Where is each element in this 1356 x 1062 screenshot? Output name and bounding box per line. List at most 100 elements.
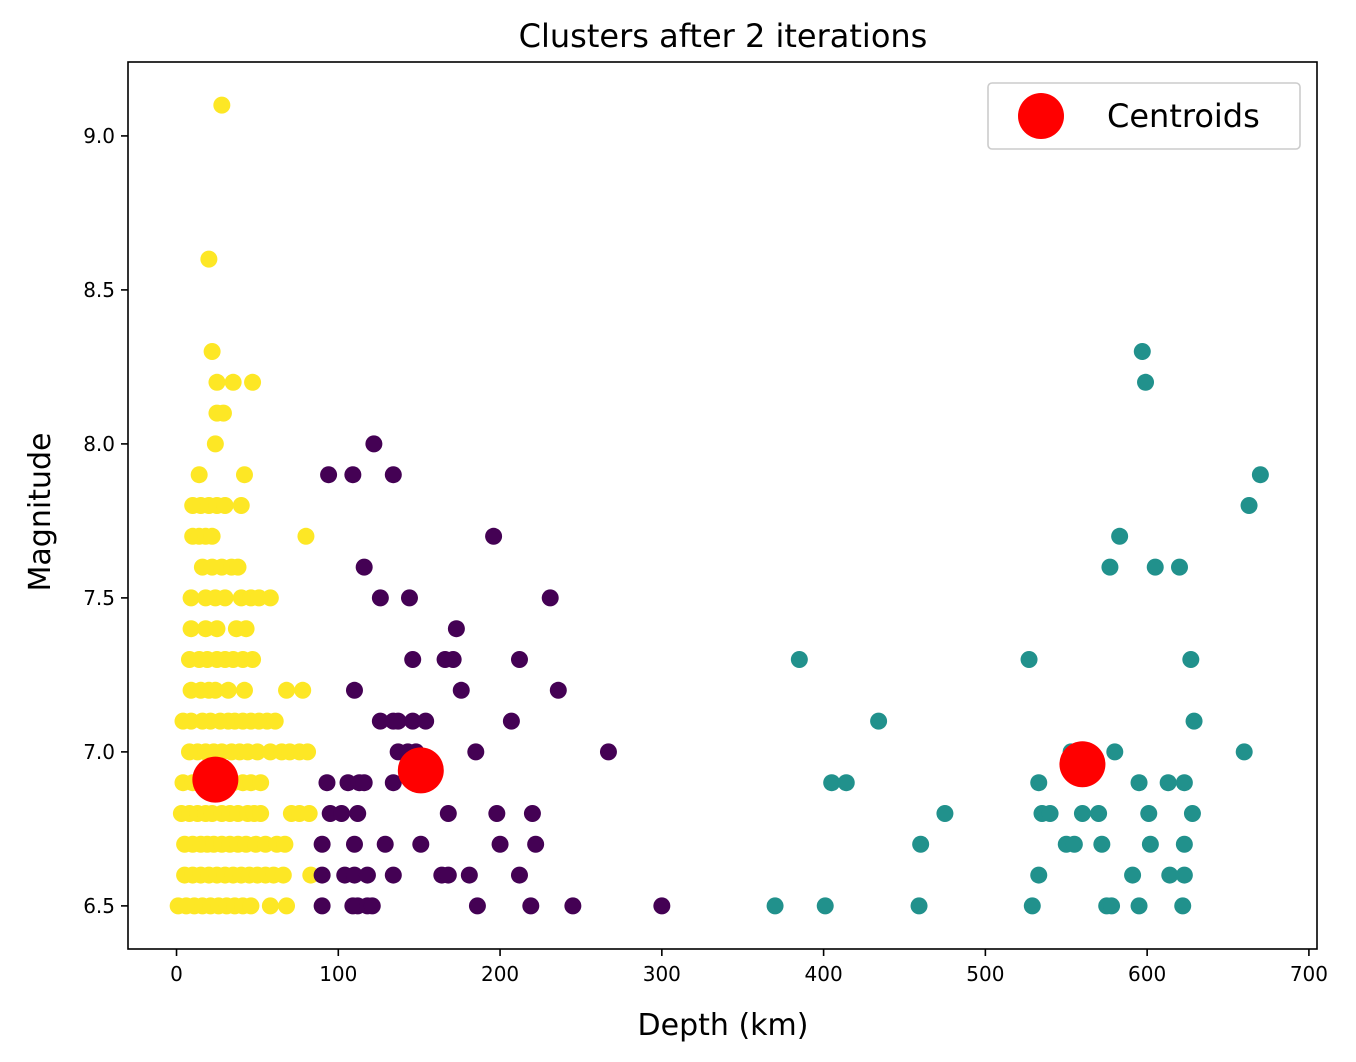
data-point-cluster-0 [653,897,671,915]
x-tick-label: 200 [481,962,519,986]
data-point-cluster-2 [244,373,262,391]
x-tick-label: 0 [170,962,183,986]
data-point-cluster-0 [363,897,381,915]
data-point-cluster-1 [1020,650,1038,668]
data-point-cluster-1 [1183,804,1201,822]
x-tick-label: 400 [805,962,843,986]
data-point-cluster-0 [313,866,331,884]
centroid-markers [192,741,1106,803]
data-point-cluster-1 [1175,774,1193,792]
data-point-cluster-1 [823,774,841,792]
data-point-cluster-1 [870,712,888,730]
data-point-cluster-2 [300,804,318,822]
data-point-cluster-0 [384,466,402,484]
data-point-cluster-2 [248,743,266,761]
centroid-point [192,756,239,803]
data-point-cluster-2 [261,897,279,915]
data-point-cluster-0 [333,804,351,822]
data-point-cluster-0 [376,835,394,853]
y-tick-label: 7.0 [83,740,115,764]
data-point-cluster-0 [345,681,363,699]
centroid-point [1059,741,1106,788]
data-point-cluster-0 [417,712,435,730]
data-point-cluster-0 [439,866,457,884]
data-point-cluster-2 [213,96,231,114]
data-point-cluster-2 [276,835,294,853]
data-point-cluster-0 [564,897,582,915]
data-point-cluster-2 [208,373,226,391]
data-point-cluster-1 [912,835,930,853]
x-axis-label: Depth (km) [638,1008,809,1043]
plot-area-frame [127,61,1318,950]
data-point-cluster-1 [790,650,808,668]
data-point-cluster-2 [274,866,292,884]
data-point-cluster-1 [1090,804,1108,822]
y-tick-label: 9.0 [83,124,115,148]
data-point-cluster-0 [491,835,509,853]
data-point-cluster-1 [1175,866,1193,884]
data-point-cluster-1 [1073,804,1091,822]
data-point-cluster-1 [766,897,784,915]
data-point-cluster-0 [400,589,418,607]
data-point-cluster-0 [452,681,470,699]
data-point-cluster-1 [816,897,834,915]
data-point-cluster-2 [252,804,270,822]
data-point-cluster-1 [1161,866,1179,884]
data-points [169,96,1269,915]
legend-box [987,82,1301,150]
data-point-cluster-2 [278,681,296,699]
data-point-cluster-1 [1240,497,1258,514]
data-point-cluster-0 [384,866,402,884]
data-point-cluster-0 [485,527,503,545]
data-point-cluster-0 [371,589,389,607]
data-point-cluster-1 [1106,743,1124,761]
data-point-cluster-0 [527,835,545,853]
data-point-cluster-0 [349,804,367,822]
data-point-cluster-0 [523,804,541,822]
data-point-cluster-2 [261,589,279,607]
legend: Centroids [987,82,1301,150]
data-point-cluster-0 [345,866,363,884]
x-tick-label: 500 [966,962,1004,986]
data-point-cluster-1 [1111,527,1129,545]
data-point-cluster-1 [1030,774,1048,792]
data-point-cluster-2 [214,404,232,422]
data-point-cluster-0 [320,466,338,484]
data-point-cluster-0 [345,835,363,853]
data-point-cluster-0 [510,866,528,884]
data-point-cluster-1 [1251,466,1269,484]
data-point-cluster-0 [510,650,528,668]
data-point-cluster-1 [1174,897,1192,915]
y-tick-label: 7.5 [83,586,115,610]
data-point-cluster-0 [389,712,407,730]
data-point-cluster-2 [252,774,270,792]
data-point-cluster-0 [502,712,520,730]
data-point-cluster-1 [1023,897,1041,915]
data-point-cluster-0 [404,650,422,668]
x-axis-ticks: 0 100 200 300 400 500 600 700 [170,949,1328,986]
data-point-cluster-2 [203,527,221,545]
data-point-cluster-0 [313,897,331,915]
data-point-cluster-1 [1175,835,1193,853]
data-point-cluster-1 [1030,866,1048,884]
data-point-cluster-0 [412,835,430,853]
data-point-cluster-0 [488,804,506,822]
data-point-cluster-2 [235,466,253,484]
data-point-cluster-0 [522,897,540,915]
data-point-cluster-2 [244,650,262,668]
data-point-cluster-1 [1159,774,1177,792]
y-tick-label: 6.5 [83,894,115,918]
data-point-cluster-1 [1137,373,1155,391]
data-point-cluster-0 [549,681,567,699]
data-point-cluster-0 [384,774,402,792]
data-point-cluster-0 [447,620,465,638]
data-point-cluster-0 [599,743,617,761]
data-point-cluster-1 [1093,835,1111,853]
x-tick-label: 100 [319,962,357,986]
data-point-cluster-1 [1065,835,1083,853]
data-point-cluster-1 [1185,712,1203,730]
data-point-cluster-2 [237,620,255,638]
data-point-cluster-2 [190,466,208,484]
data-point-cluster-2 [229,558,247,576]
data-point-cluster-2 [294,681,312,699]
